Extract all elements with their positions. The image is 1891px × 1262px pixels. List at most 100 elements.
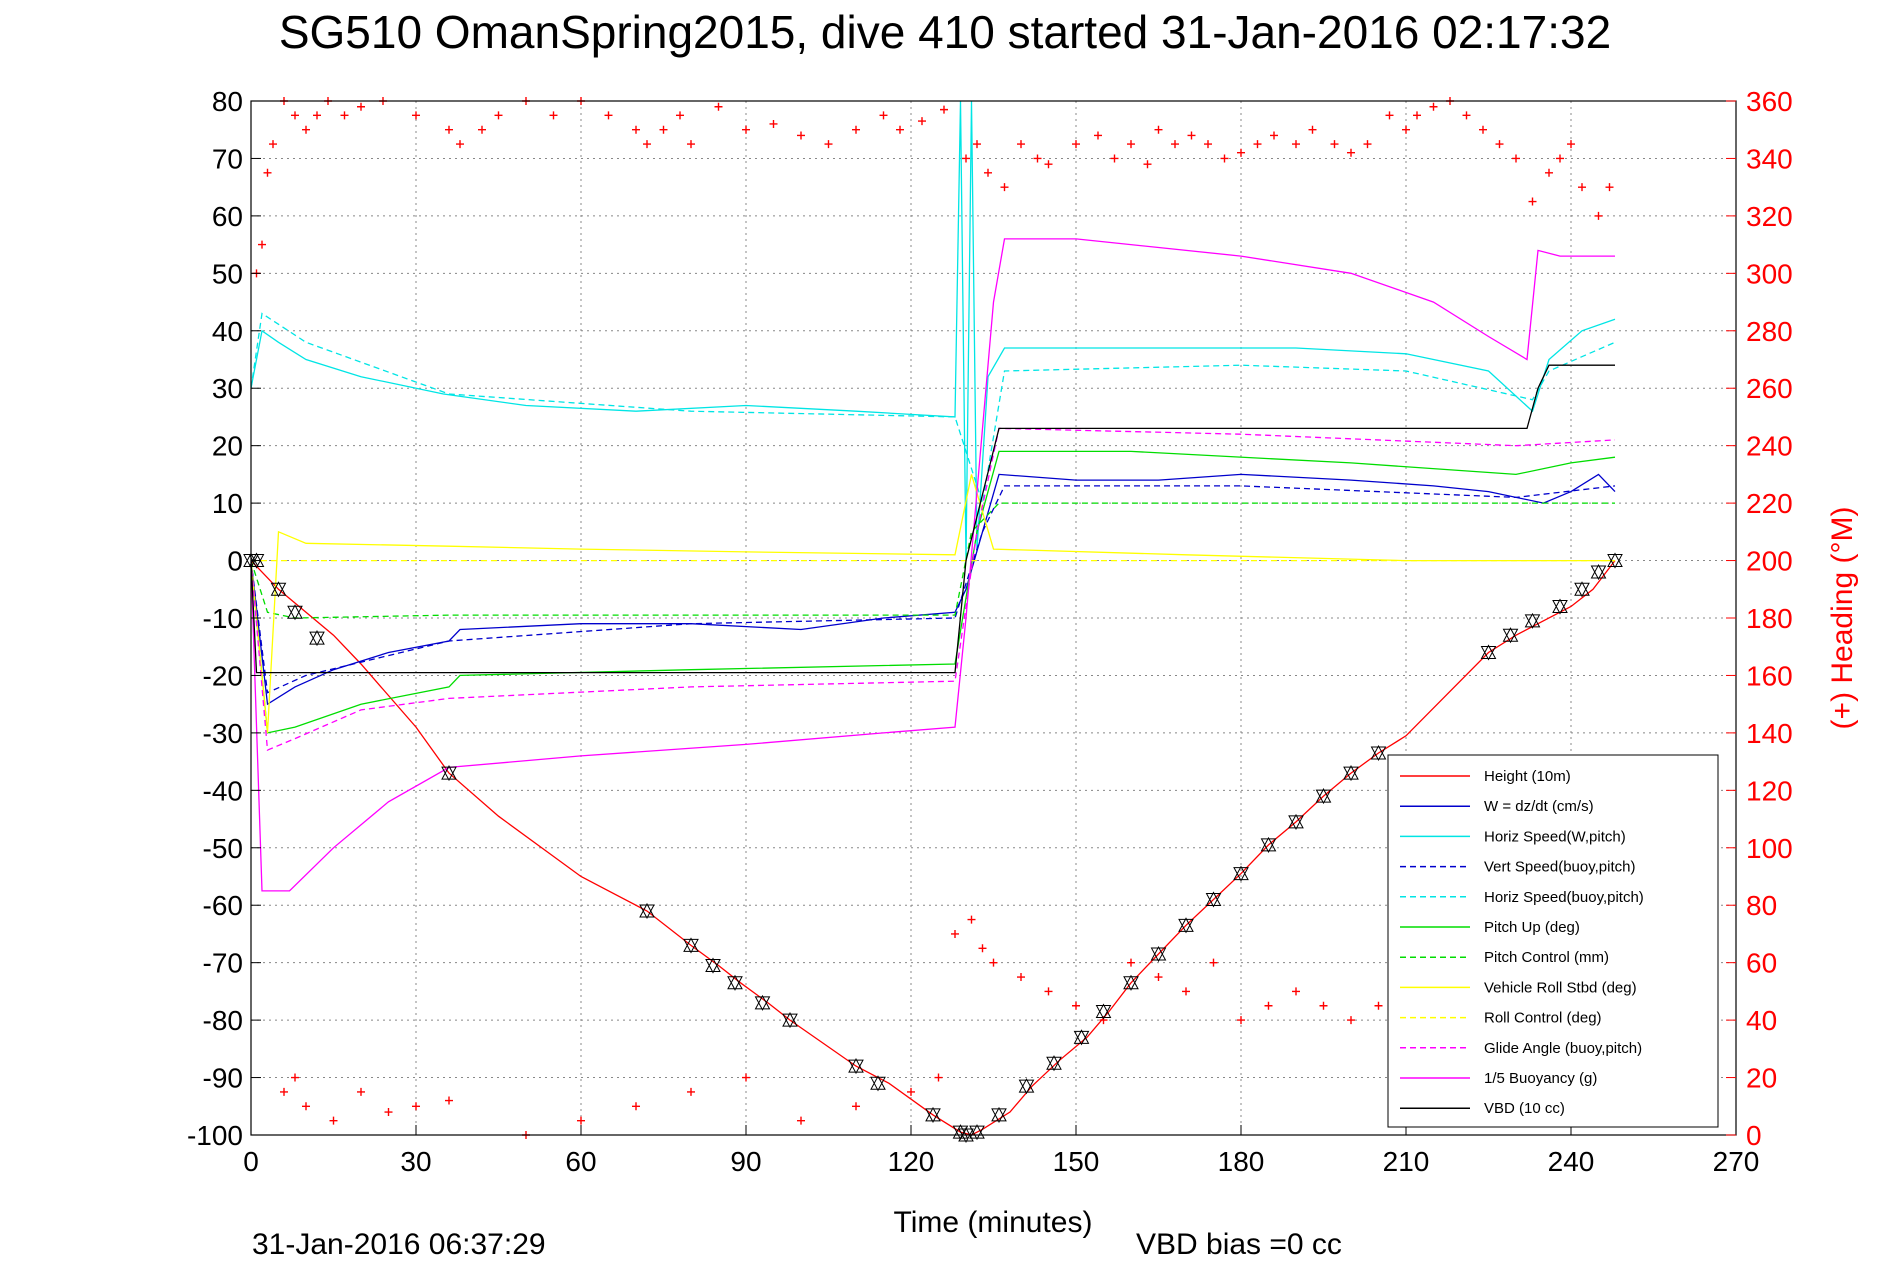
y-tick-label: -20 [203,660,243,691]
vbd-marker [782,1012,798,1029]
y-tick-label: 40 [212,316,243,347]
series-line [251,485,1616,694]
legend-label: 1/5 Buoyancy (g) [1484,1070,1597,1087]
vbd-markers [243,552,1623,1144]
y2-tick-label: 320 [1746,201,1793,232]
heading-point [1528,197,1537,206]
series-line [251,450,1616,734]
heading-point [659,125,668,134]
heading-point [1402,125,1410,134]
vbd-marker [1073,1029,1090,1046]
vbd-marker [1288,813,1304,830]
y2-tick-label: 160 [1746,660,1793,691]
heading-point [1072,1001,1080,1010]
heading-point [280,1087,288,1096]
heading-point [1033,154,1042,163]
heading-point [797,1116,805,1125]
x-tick-label: 180 [1218,1146,1265,1177]
y-tick-label: -50 [203,833,243,864]
axis-ticks: 0 30 60 90 120 150 180 210 240 270 80 70 60 50 40 30 20 1… [187,86,1793,1177]
heading-point [1143,160,1152,169]
heading-point [1308,125,1317,134]
vbd-marker [1315,788,1332,805]
y2-tick-label: 260 [1746,373,1793,404]
y2-tick-label: 180 [1746,603,1793,634]
heading-point [676,111,684,120]
vbd-marker [441,765,457,782]
heading-point [1127,958,1135,967]
vbd-marker [1178,917,1194,934]
heading-point [1110,154,1119,163]
heading-point [456,140,464,149]
heading-point [769,119,778,128]
vbd-marker [870,1075,886,1092]
heading-point [1017,140,1025,149]
legend-label: Pitch Up (deg) [1484,919,1580,936]
y2-tick-label: 300 [1746,258,1793,289]
heading-point [549,111,558,120]
legend-label: VBD (10 cc) [1484,1100,1565,1117]
heading-point [1495,140,1504,149]
heading-point [1044,987,1053,996]
heading-point [1094,131,1102,140]
series-line [251,364,1615,674]
y-tick-label: 60 [212,201,243,232]
legend-label: W = dz/dt (cm/s) [1484,798,1594,815]
vbd-marker [1260,836,1277,853]
y-tick-label: 20 [212,431,243,462]
y-tick-label: -80 [203,1005,243,1036]
heading-point [632,1102,640,1111]
x-tick-label: 60 [565,1146,596,1177]
series-line [251,427,1616,752]
vbd-marker [969,1124,985,1141]
series-line [251,560,1616,1135]
y2-tick-label: 120 [1746,775,1793,806]
heading-point [1330,140,1339,149]
legend-label: Height (10m) [1484,768,1571,785]
series-line [251,502,1615,619]
heading-point [1545,168,1553,177]
x-axis-label: Time (minutes) [894,1206,1093,1239]
y-tick-label: -90 [203,1063,243,1094]
heading-point [1319,1001,1328,1010]
chart-title: SG510 OmanSpring2015, dive 410 started 3… [279,6,1611,58]
heading-point [1000,183,1009,192]
heading-point [1385,111,1394,120]
x-tick-label: 150 [1053,1146,1100,1177]
heading-point [302,125,310,134]
series-line [251,312,1616,504]
heading-point [978,944,987,953]
heading-point [714,102,723,111]
vbd-marker [1590,563,1607,581]
heading-point [643,140,651,149]
heading-point [1270,131,1278,140]
legend-label: Pitch Control (mm) [1484,949,1609,966]
heading-point [357,1087,365,1096]
legend-box [1387,754,1719,1128]
vbd-marker [1574,581,1590,598]
heading-point [1578,183,1586,192]
y2-tick-label: 40 [1746,1005,1777,1036]
legend: Height (10m) W = dz/dt (cm/s) Horiz Speed(… [1387,754,1719,1128]
x-tick-label: 90 [730,1146,761,1177]
heading-point [577,1116,585,1125]
y2-tick-label: 340 [1746,143,1793,174]
heading-point [604,111,613,120]
heading-point [687,1087,695,1096]
series-line [251,474,1615,733]
vbd-marker [1370,744,1387,762]
heading-point [291,1073,299,1082]
vbd-marker [270,581,287,598]
heading-point [258,240,266,249]
heading-point [357,102,365,111]
vbd-marker [1095,1003,1112,1020]
y-tick-label: -10 [203,603,243,634]
heading-point [1479,125,1487,134]
heading-point [896,125,904,134]
footer-vbd-bias: VBD bias =0 cc [1136,1228,1342,1261]
heading-point [1605,183,1614,192]
vbd-marker [1046,1055,1062,1072]
heading-point [989,958,998,967]
heading-point [1567,140,1575,149]
